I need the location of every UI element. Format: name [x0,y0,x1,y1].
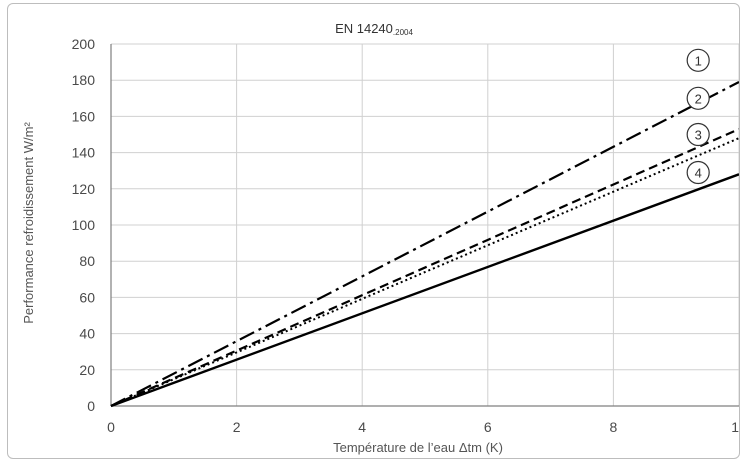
series-lines [110,81,739,408]
series-marker-circle [686,160,710,185]
series-markers: 1 2 3 4 [686,48,710,185]
y-tick-label: 140 [72,145,96,161]
chart-title-subscript: .2004 [393,28,414,37]
x-tick-label: 0 [107,419,115,435]
series-marker-circle [686,122,710,147]
tick-labels: 0 20 40 60 80 100 120 140 160 180 200 0 2 4 6 8 10 [72,36,740,435]
series-line-1 [110,81,739,407]
chart-frame: EN 14240.2004 0 20 40 60 80 100 120 140 160 180 20… [7,3,740,459]
y-tick-label: 80 [79,253,95,269]
series-marker-1: 1 [686,48,710,72]
series-marker-circle [686,48,710,72]
series-line-3 [110,137,739,407]
y-axis-title: Performance refroidissement W/m² [21,122,36,324]
series-marker-4: 4 [686,160,710,185]
series-marker-label: 2 [695,91,702,106]
x-tick-label: 6 [484,419,492,435]
line-chart: EN 14240.2004 02040608010012014016018020… [21,21,740,455]
series-marker-3: 3 [686,122,710,147]
series-line-4 [110,173,739,408]
y-tick-label: 100 [72,217,96,233]
chart-title-main: EN 14240 [335,21,393,36]
x-axis-title: Température de l’eau Δtm (K) [333,440,503,455]
y-tick-label: 40 [79,326,95,342]
grid-lines [111,43,739,406]
series-marker-label: 1 [695,53,702,68]
series-marker-2: 2 [686,86,710,110]
series-marker-circle [686,86,710,110]
x-tick-label: 8 [610,419,618,435]
y-tick-label: 60 [79,289,95,305]
y-tick-label: 200 [72,36,96,52]
series-marker-label: 3 [695,128,702,143]
x-tick-label: 4 [358,419,366,435]
axes [110,44,739,407]
y-tick-label: 120 [72,181,96,197]
series-line-2 [110,128,739,408]
y-tick-label: 160 [72,108,96,124]
series-marker-label: 4 [695,166,702,181]
chart-title: EN 14240.2004 [335,21,413,37]
x-tick-label: 10 [731,419,740,435]
y-tick-label: 20 [79,362,95,378]
y-tick-label: 0 [87,398,95,414]
x-tick-label: 2 [233,419,241,435]
y-tick-label: 180 [72,72,96,88]
